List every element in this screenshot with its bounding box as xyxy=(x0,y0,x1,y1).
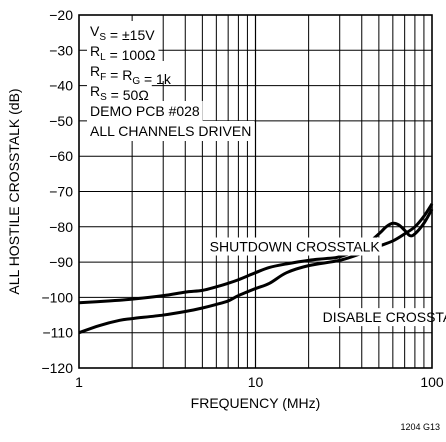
curve-labels: SHUTDOWN CROSSTALK DISABLE CROSSTALK xyxy=(210,239,446,326)
y-tick-label: −20 xyxy=(49,7,73,23)
curve-shutdown-crosstalk xyxy=(78,208,434,305)
curve-label-mask xyxy=(320,308,446,327)
x-tick-label: 1 xyxy=(75,374,83,390)
subscript: L xyxy=(100,52,106,63)
subscript: S xyxy=(99,32,106,43)
x-tick-label: 10 xyxy=(248,374,264,390)
condition-line: RF = RG = 1k xyxy=(90,63,172,87)
curve-disable-crosstalk xyxy=(78,203,434,335)
conditions-background xyxy=(87,21,446,327)
condition-mask xyxy=(87,21,158,41)
condition-mask xyxy=(87,81,152,101)
figure-code: 1204 G13 xyxy=(400,422,440,432)
condition-line: RS = 50Ω xyxy=(90,83,149,103)
condition-line: ALL CHANNELS DRIVEN xyxy=(90,123,251,139)
plot-frame xyxy=(78,14,433,369)
condition-mask xyxy=(87,61,174,81)
y-tick-label: −120 xyxy=(41,360,73,376)
y-tick-label: −100 xyxy=(41,289,73,305)
subscript: F xyxy=(100,72,106,83)
subscript: S xyxy=(100,92,107,103)
subscript: G xyxy=(132,76,140,87)
condition-mask xyxy=(87,101,203,121)
curves xyxy=(78,203,434,335)
condition-mask xyxy=(87,41,159,61)
x-tick-labels: 1 10 100 xyxy=(75,374,444,390)
y-tick-label: −30 xyxy=(49,42,73,58)
y-tick-label: −50 xyxy=(49,113,73,129)
y-tick-label: −90 xyxy=(49,254,73,270)
curve-label: SHUTDOWN CROSSTALK xyxy=(210,239,381,255)
y-tick-label: −60 xyxy=(49,148,73,164)
x-tick-label: 100 xyxy=(420,374,444,390)
y-tick-labels: −20 −30 −40 −50 −60 −70 −80 −90 −100 −110 −120 xyxy=(41,7,73,376)
condition-mask xyxy=(87,121,255,141)
condition-line: DEMO PCB #028 xyxy=(90,103,200,119)
y-tick-label: −70 xyxy=(49,184,73,200)
y-axis-label: ALL HOSTILE CROSSTALK (dB) xyxy=(6,88,22,294)
y-tick-label: −80 xyxy=(49,219,73,235)
curve-label-mask xyxy=(207,237,382,256)
y-tick-label: −110 xyxy=(43,325,74,341)
y-tick-label: −40 xyxy=(49,78,73,94)
x-axis-label: FREQUENCY (MHz) xyxy=(191,395,321,411)
curve-label: DISABLE CROSSTALK xyxy=(323,309,446,325)
condition-line: RL = 100Ω xyxy=(90,43,155,63)
condition-line: VS = ±15V xyxy=(90,23,155,43)
